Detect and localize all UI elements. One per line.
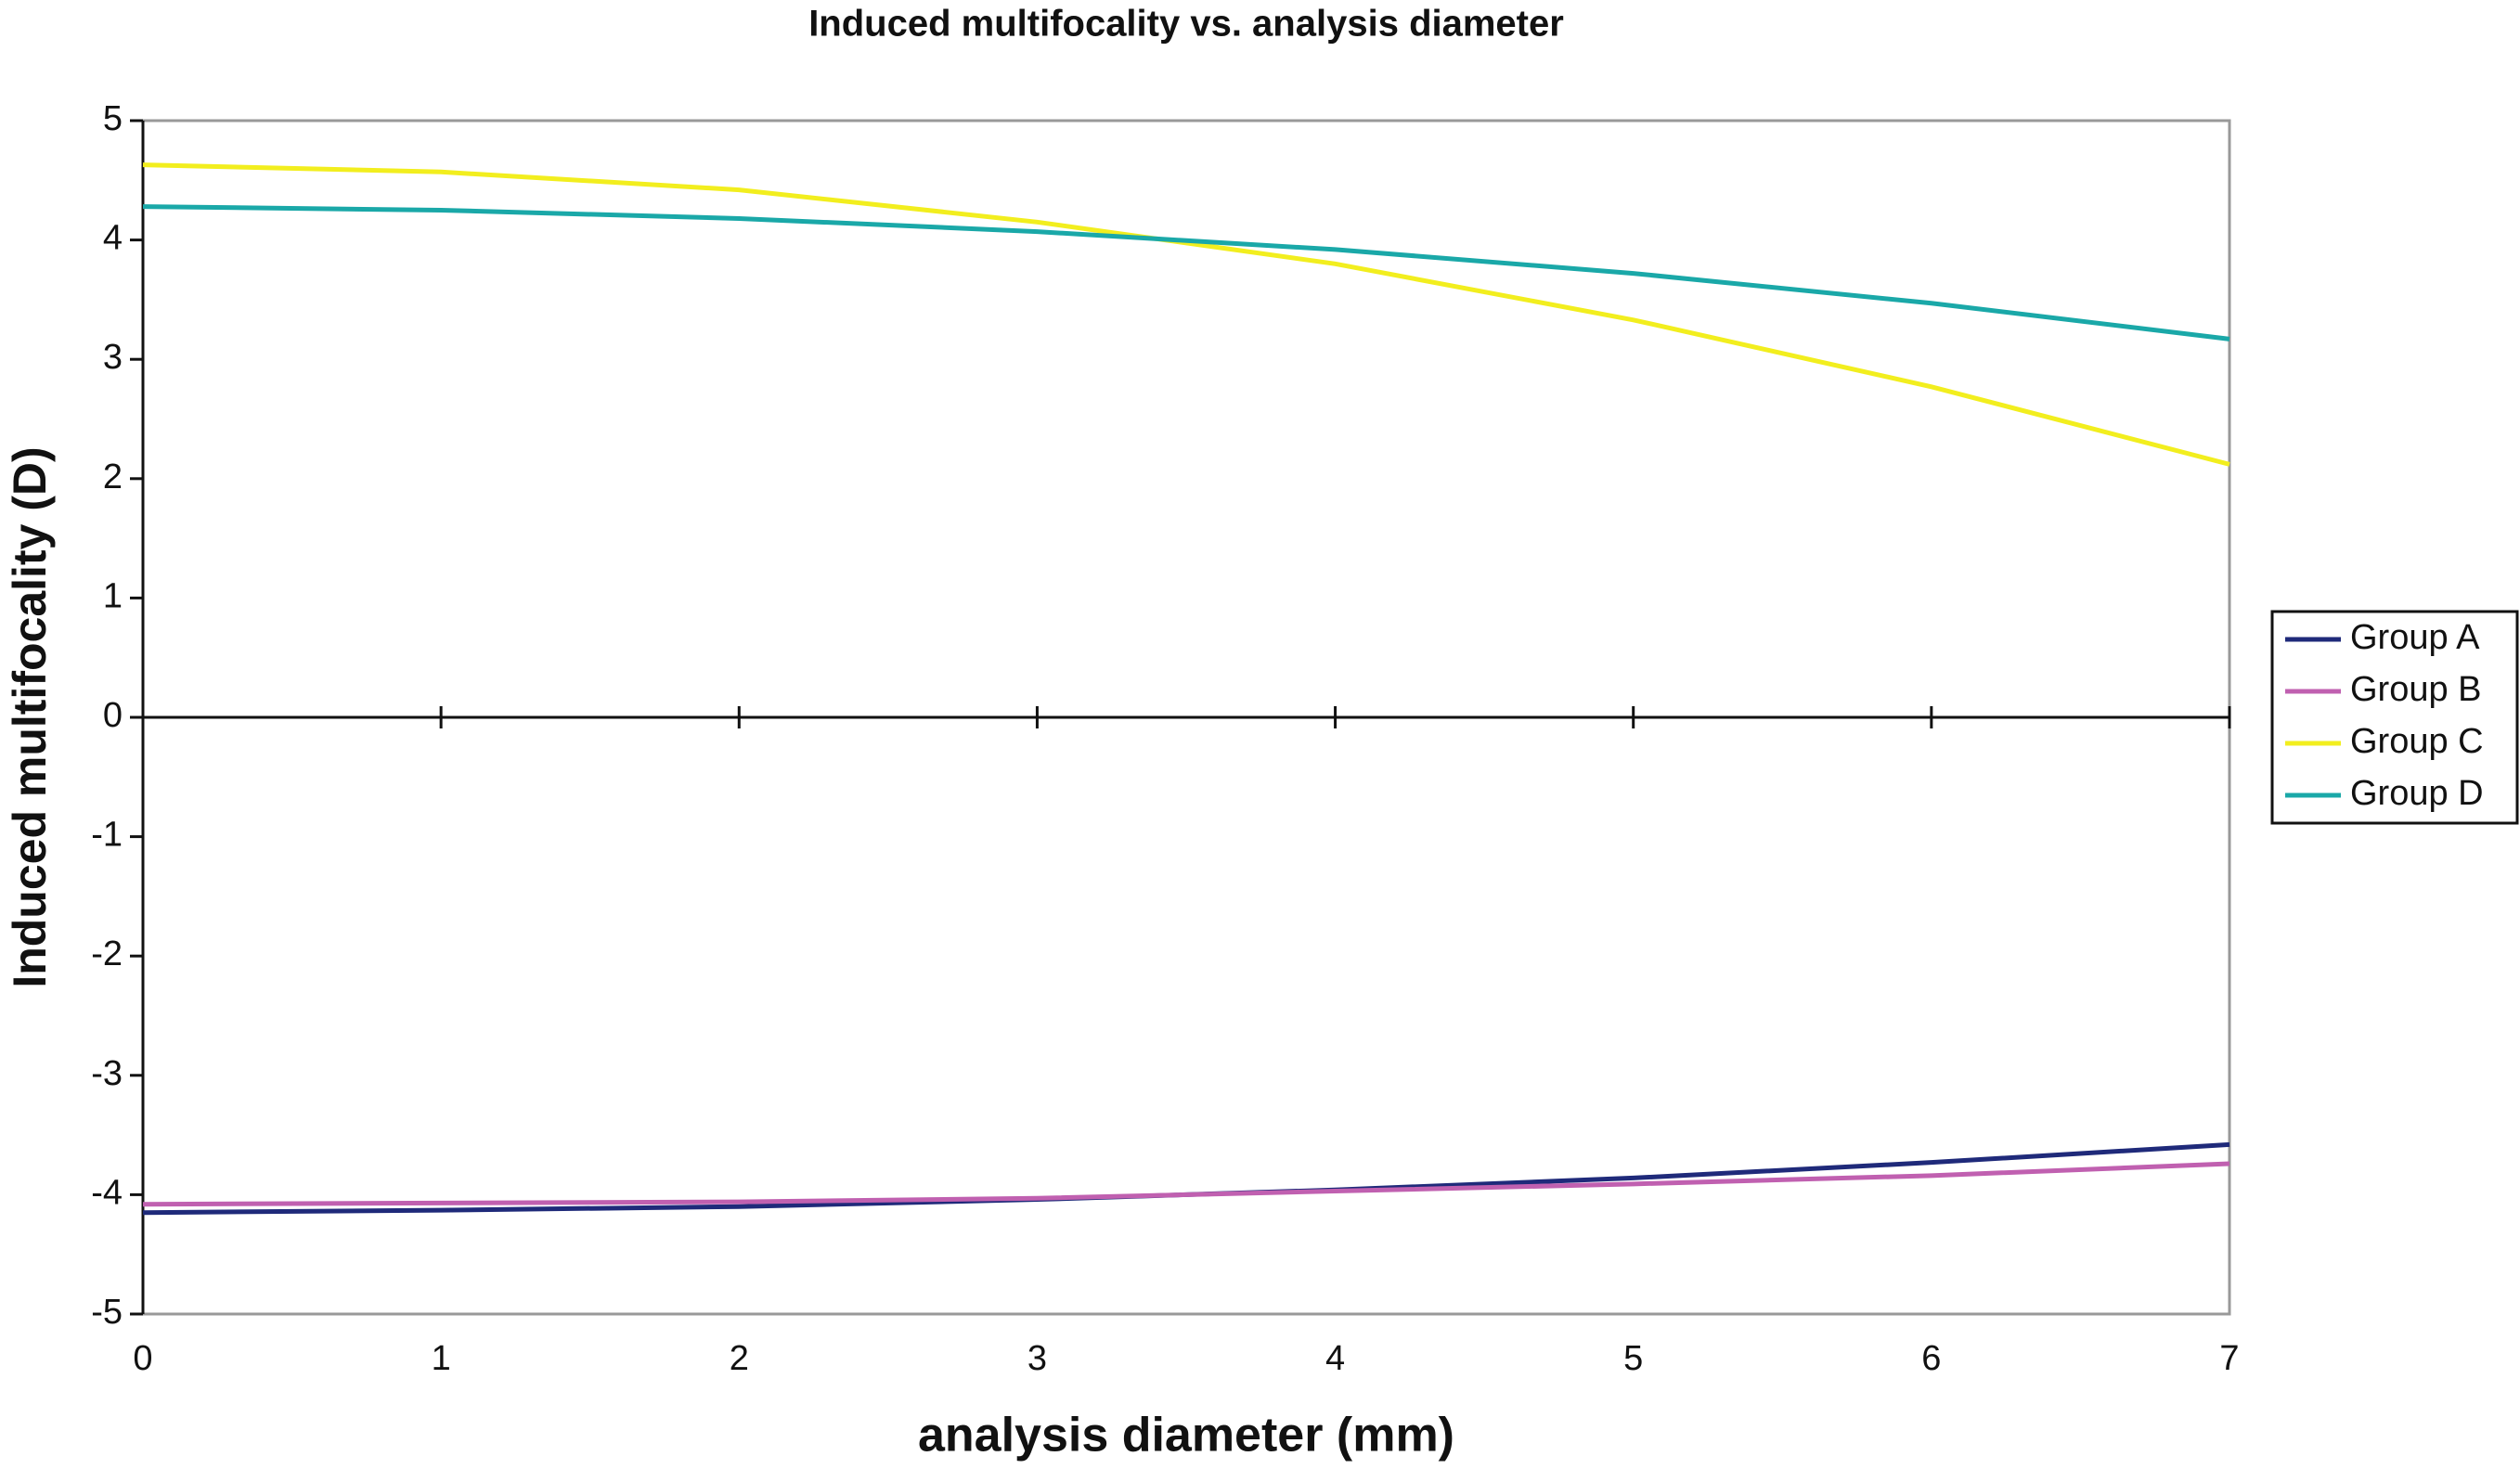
x-tick-label: 1 <box>432 1339 451 1378</box>
y-tick-label: 0 <box>103 696 123 735</box>
y-tick-label: 1 <box>103 576 123 615</box>
legend-label: Group C <box>2350 722 2484 761</box>
chart-title: Induced multifocality vs. analysis diame… <box>808 4 1564 45</box>
y-tick-label: 4 <box>103 219 123 258</box>
y-tick-label: -4 <box>91 1173 123 1212</box>
y-tick-label: 3 <box>103 338 123 377</box>
line-series <box>142 1161 2230 1207</box>
x-tick-label: 3 <box>1027 1339 1047 1378</box>
legend-label: Group D <box>2350 774 2484 813</box>
x-tick-label: 2 <box>730 1339 749 1378</box>
y-axis-title: Induced multifocality (D) <box>4 446 56 987</box>
y-tick-label: -5 <box>91 1293 123 1332</box>
x-tick-label: 7 <box>2219 1339 2239 1378</box>
x-tick-label: 4 <box>1325 1339 1345 1378</box>
y-tick-label: 5 <box>103 99 123 138</box>
legend-label: Group A <box>2350 618 2480 657</box>
y-tick-label: -1 <box>91 816 123 855</box>
line-series <box>142 204 2230 341</box>
x-tick-label: 6 <box>1921 1339 1941 1378</box>
legend-box <box>2270 610 2519 825</box>
line-series <box>142 162 2230 467</box>
y-tick-label: 2 <box>103 457 123 496</box>
x-tick-label: 5 <box>1623 1339 1643 1378</box>
legend-label: Group B <box>2350 670 2482 709</box>
y-tick-label: -2 <box>91 934 123 973</box>
x-axis-title: analysis diameter (mm) <box>918 1409 1454 1463</box>
x-tick-label: 0 <box>133 1339 152 1378</box>
y-tick-label: -3 <box>91 1054 123 1093</box>
